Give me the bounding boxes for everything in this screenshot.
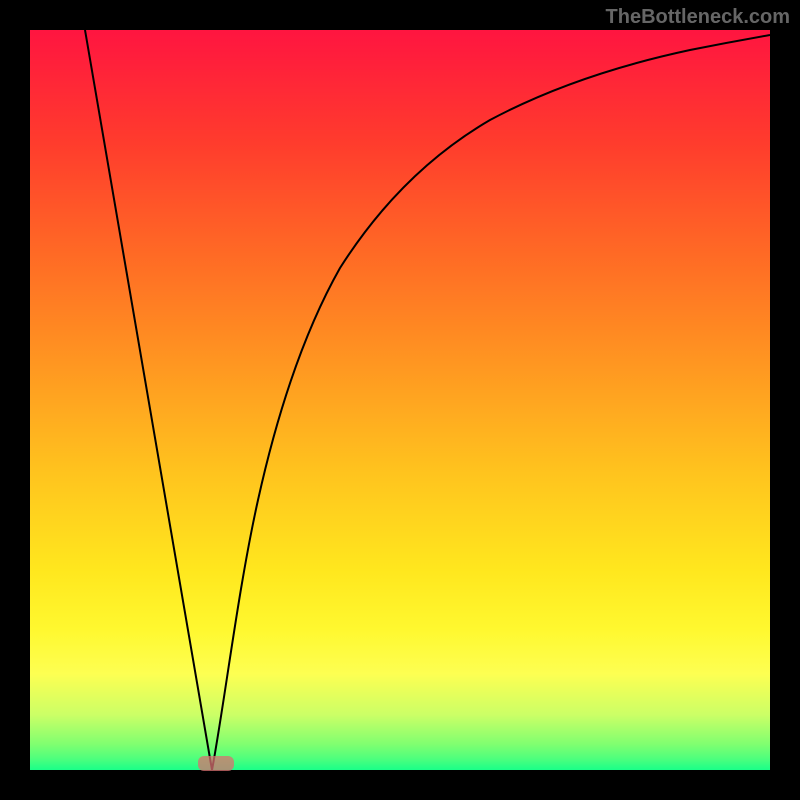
- left-curve-line: [85, 30, 212, 770]
- bottleneck-marker: [198, 756, 234, 771]
- plot-area: [30, 30, 770, 770]
- right-curve-path: [212, 35, 770, 770]
- curve-layer: [30, 30, 770, 770]
- watermark-text: TheBottleneck.com: [606, 6, 790, 29]
